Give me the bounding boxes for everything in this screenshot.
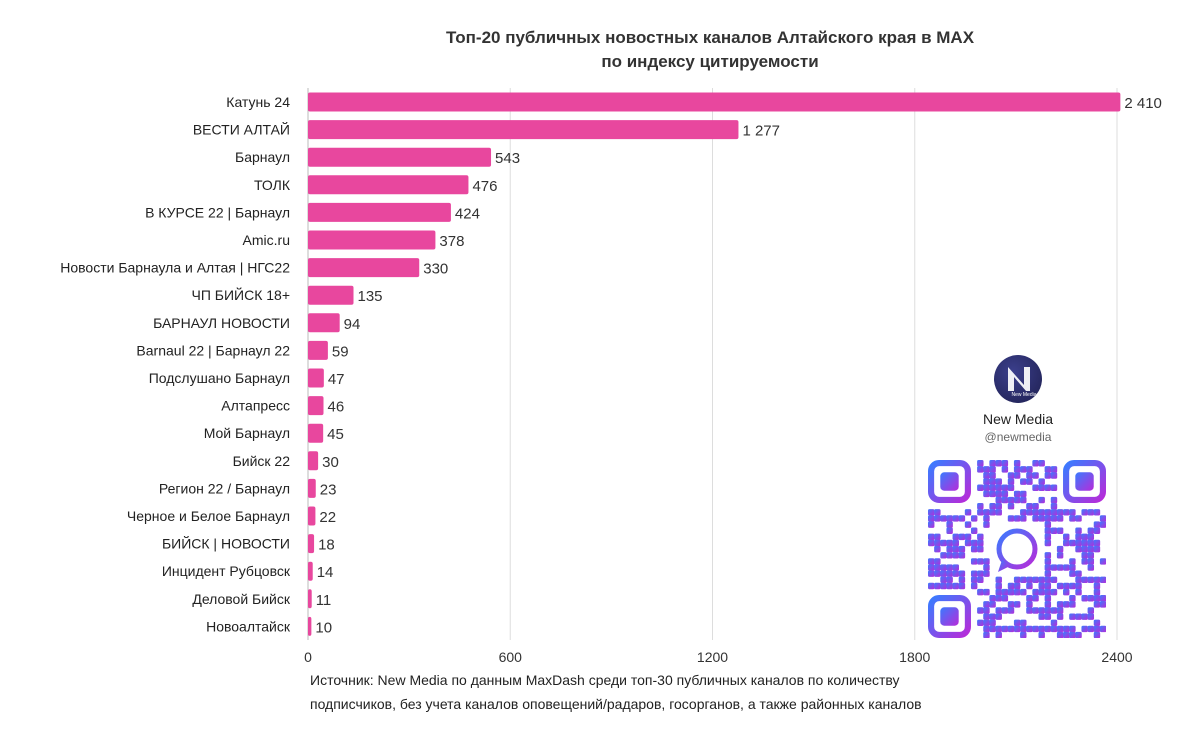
bar bbox=[308, 202, 451, 222]
bar bbox=[308, 313, 340, 333]
category-label: Катунь 24 bbox=[226, 94, 290, 110]
chart-title: Топ-20 публичных новостных каналов Алтай… bbox=[300, 26, 1120, 74]
qr-code-icon bbox=[928, 460, 1106, 638]
category-label: Новоалтайск bbox=[206, 618, 291, 634]
category-label: Бийск 22 bbox=[233, 453, 291, 469]
data-label: 135 bbox=[358, 288, 383, 305]
data-label: 30 bbox=[322, 454, 339, 471]
category-label: Amic.ru bbox=[243, 232, 290, 248]
logo-text: New Media bbox=[1011, 392, 1036, 398]
bar bbox=[308, 368, 324, 388]
bar bbox=[308, 147, 492, 167]
data-label: 2 410 bbox=[1124, 95, 1162, 112]
data-label: 22 bbox=[319, 509, 336, 526]
x-tick-label: 1800 bbox=[899, 649, 930, 665]
brand-handle: @newmedia bbox=[984, 430, 1052, 444]
category-label: Черное и Белое Барнаул bbox=[127, 508, 290, 524]
category-label: Подслушано Барнаул bbox=[149, 370, 290, 386]
category-label: Barnaul 22 | Барнаул 22 bbox=[136, 342, 290, 358]
bar bbox=[308, 423, 324, 443]
bar bbox=[308, 478, 316, 498]
chart-title-line-1: Топ-20 публичных новостных каналов Алтай… bbox=[445, 28, 975, 47]
data-label: 11 bbox=[316, 592, 332, 609]
category-label: Деловой Бийск bbox=[192, 591, 291, 607]
bar bbox=[308, 92, 1121, 112]
x-tick-label: 2400 bbox=[1101, 649, 1132, 665]
brand-name: New Media bbox=[982, 411, 1054, 427]
data-label: 330 bbox=[423, 261, 448, 278]
category-label: В КУРСЕ 22 | Барнаул bbox=[145, 204, 290, 220]
data-label: 14 bbox=[317, 564, 334, 581]
data-label: 18 bbox=[318, 537, 335, 554]
category-label: Мой Барнаул bbox=[204, 425, 290, 441]
data-label: 543 bbox=[495, 150, 520, 167]
bar bbox=[308, 589, 312, 609]
data-label: 45 bbox=[327, 426, 344, 443]
chart-title-line-2: по индексу цитируемости bbox=[601, 52, 819, 71]
source-line-1: Источник: New Media по данным MaxDash ср… bbox=[310, 672, 900, 688]
data-label: 378 bbox=[439, 233, 464, 250]
x-tick-label: 600 bbox=[499, 649, 523, 665]
data-label: 94 bbox=[344, 316, 361, 333]
source-note: Источник: New Media по данным MaxDash ср… bbox=[310, 668, 1030, 716]
source-line-2: подписчиков, без учета каналов оповещени… bbox=[310, 696, 922, 712]
data-label: 46 bbox=[328, 399, 345, 416]
category-label: БАРНАУЛ НОВОСТИ bbox=[153, 315, 290, 331]
bar bbox=[308, 120, 739, 140]
brand-block: New Media New Media @newmedia bbox=[930, 355, 1106, 444]
bar bbox=[308, 340, 328, 360]
x-tick-label: 0 bbox=[304, 649, 312, 665]
bar bbox=[308, 396, 324, 416]
bar bbox=[308, 175, 469, 195]
bar bbox=[308, 451, 319, 471]
data-label: 424 bbox=[455, 205, 480, 222]
category-label: Регион 22 / Барнаул bbox=[159, 480, 290, 496]
category-label: Новости Барнаула и Алтая | НГС22 bbox=[60, 260, 290, 276]
data-label: 476 bbox=[472, 178, 497, 195]
data-label: 10 bbox=[315, 619, 332, 636]
bar bbox=[308, 561, 313, 581]
category-label: Инцидент Рубцовск bbox=[162, 563, 291, 579]
bar bbox=[308, 230, 436, 250]
bar bbox=[308, 534, 315, 554]
bar bbox=[308, 506, 316, 526]
category-label: БИЙСК | НОВОСТИ bbox=[162, 535, 290, 552]
bar bbox=[308, 285, 354, 305]
bar bbox=[308, 258, 420, 278]
category-label: ЧП БИЙСК 18+ bbox=[192, 286, 291, 303]
x-tick-label: 1200 bbox=[697, 649, 728, 665]
data-label: 59 bbox=[332, 343, 349, 360]
data-label: 23 bbox=[320, 481, 337, 498]
data-label: 47 bbox=[328, 371, 345, 388]
category-label: ТОЛК bbox=[254, 177, 291, 193]
bar bbox=[308, 616, 312, 636]
category-label: Алтапресс bbox=[221, 398, 290, 414]
data-label: 1 277 bbox=[742, 123, 780, 140]
category-label: ВЕСТИ АЛТАЙ bbox=[193, 121, 290, 138]
new-media-logo-icon: New Media bbox=[994, 355, 1042, 403]
category-label: Барнаул bbox=[235, 149, 290, 165]
